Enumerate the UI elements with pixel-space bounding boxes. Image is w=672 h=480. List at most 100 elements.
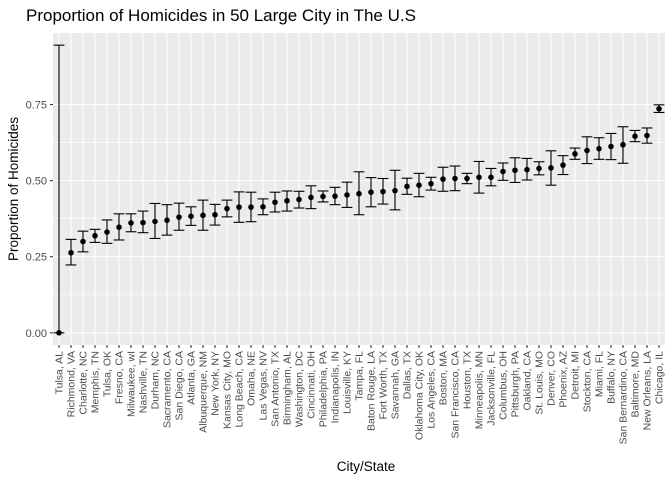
x-tick-label: Buffalo, NY bbox=[606, 351, 618, 404]
data-point bbox=[572, 151, 578, 157]
x-tick-label: Chicago, IL bbox=[654, 351, 666, 404]
x-tick-label: Philadelphia, PA bbox=[318, 351, 330, 427]
x-tick-label: Denver, CO bbox=[546, 351, 558, 406]
x-tick-label: San Francisco, CA bbox=[450, 351, 462, 439]
data-point bbox=[284, 197, 290, 204]
x-tick-label: Houston, TX bbox=[462, 351, 474, 409]
grid-major bbox=[53, 33, 665, 345]
x-tick-label: Cincinnati, OH bbox=[306, 351, 318, 419]
data-point bbox=[392, 187, 398, 194]
x-tick-label: Richmond, VA bbox=[66, 351, 78, 417]
x-tick-label: Minneapolis, MN bbox=[474, 351, 486, 429]
x-tick-label: Pittsburgh, PA bbox=[510, 351, 522, 417]
x-tick-label: St. Louis, MO bbox=[534, 351, 546, 415]
x-tick-label: Atlanta, GA bbox=[186, 351, 198, 405]
data-point bbox=[440, 176, 446, 182]
data-point bbox=[224, 205, 230, 212]
data-point bbox=[608, 143, 614, 150]
x-tick-label: Phoenix, AZ bbox=[558, 350, 570, 407]
data-point bbox=[404, 183, 410, 190]
y-axis-title: Proportion of Homicides bbox=[6, 117, 21, 261]
x-tick-label: Las Vegas, NV bbox=[258, 351, 270, 420]
x-tick-label: Washington, DC bbox=[294, 351, 306, 427]
x-tick-label: San Bernardino, CA bbox=[618, 351, 630, 444]
x-tick-label: Long Beach, CA bbox=[234, 351, 246, 427]
data-point bbox=[272, 199, 278, 206]
data-point bbox=[536, 165, 542, 172]
data-point bbox=[560, 162, 566, 168]
x-tick-label: Savannah, GA bbox=[390, 351, 402, 419]
data-point bbox=[416, 182, 422, 188]
data-point bbox=[476, 174, 482, 181]
data-point bbox=[152, 218, 158, 225]
x-tick-label: Tulsa, OK bbox=[102, 351, 114, 397]
x-tick-label: Albuquerque, NM bbox=[198, 351, 210, 433]
data-point bbox=[200, 212, 206, 219]
x-tick-label: Tampa, FL bbox=[354, 351, 366, 401]
x-tick-label: Charlotte, NC bbox=[78, 351, 90, 415]
x-tick-label: Columbus, OH bbox=[498, 351, 510, 420]
data-point bbox=[332, 193, 338, 199]
data-point bbox=[56, 330, 62, 336]
x-axis-title: City/State bbox=[337, 459, 396, 474]
data-point bbox=[656, 105, 662, 112]
data-point bbox=[188, 213, 194, 220]
data-point bbox=[488, 174, 494, 181]
x-tick-label: Kansas City, MO bbox=[222, 351, 234, 429]
data-point bbox=[212, 211, 218, 218]
data-point bbox=[356, 190, 362, 197]
x-tick-label: Durham, NC bbox=[150, 351, 162, 410]
y-tick-label: 0.50 bbox=[26, 176, 47, 188]
data-point bbox=[296, 196, 302, 203]
y-tick-label: 0.25 bbox=[26, 252, 47, 264]
data-point bbox=[644, 132, 650, 139]
chart-title: Proportion of Homicides in 50 Large City… bbox=[26, 6, 416, 25]
x-tick-label: Dallas, TX bbox=[402, 351, 414, 399]
data-point bbox=[632, 133, 638, 139]
x-tick-label: Baltimore, MD bbox=[630, 351, 642, 418]
x-tick-label: Stockton, CA bbox=[582, 351, 594, 412]
x-tick-label: New Orleans, LA bbox=[642, 351, 654, 430]
data-point bbox=[260, 204, 266, 210]
y-tick-label: 0.00 bbox=[26, 328, 47, 340]
data-point bbox=[500, 168, 506, 175]
data-point bbox=[524, 166, 530, 173]
x-axis-ticks: Tulsa, AL Richmond, VA Charlotte, NC Memphi… bbox=[54, 345, 666, 444]
x-tick-label: Omaha, NE bbox=[246, 351, 258, 406]
data-point bbox=[344, 192, 350, 198]
data-point bbox=[236, 204, 242, 210]
data-point bbox=[548, 165, 554, 171]
data-point bbox=[92, 232, 98, 239]
data-point bbox=[584, 147, 590, 154]
data-point bbox=[164, 217, 170, 223]
x-tick-label: Oakland, CA bbox=[522, 351, 534, 411]
x-tick-label: Oklahoma City, OK bbox=[414, 351, 426, 440]
y-axis-ticks: 0.00 0.25 0.50 0.75 bbox=[26, 100, 53, 340]
data-point bbox=[368, 189, 374, 195]
x-tick-label: Detroit, MI bbox=[570, 351, 582, 399]
x-tick-label: Milwaukee, wI bbox=[126, 351, 138, 417]
data-point bbox=[452, 175, 458, 182]
x-tick-label: Indianapolis, IN bbox=[330, 351, 342, 423]
x-tick-label: Tulsa, AL bbox=[54, 351, 66, 395]
data-point bbox=[128, 220, 134, 226]
x-tick-label: Nashville, TN bbox=[138, 351, 150, 413]
y-tick-label: 0.75 bbox=[26, 100, 47, 112]
x-tick-label: Sacramento, CA bbox=[162, 351, 174, 428]
x-tick-label: Memphis, TN bbox=[90, 351, 102, 413]
x-tick-label: San Diego, CA bbox=[174, 351, 186, 420]
x-tick-label: Los Angeles, CA bbox=[426, 351, 438, 429]
x-tick-label: Boston, MA bbox=[438, 351, 450, 405]
data-point bbox=[104, 229, 110, 235]
x-tick-label: San Antonio, TX bbox=[270, 351, 282, 427]
data-point bbox=[512, 167, 518, 174]
x-tick-label: Baton Rouge, LA bbox=[366, 351, 378, 431]
x-tick-label: Fort Worth, TX bbox=[378, 351, 390, 419]
data-point bbox=[464, 175, 470, 182]
data-point bbox=[116, 224, 122, 231]
data-point bbox=[80, 238, 86, 245]
data-point bbox=[320, 193, 326, 200]
data-point bbox=[380, 188, 386, 195]
data-point bbox=[308, 194, 314, 201]
